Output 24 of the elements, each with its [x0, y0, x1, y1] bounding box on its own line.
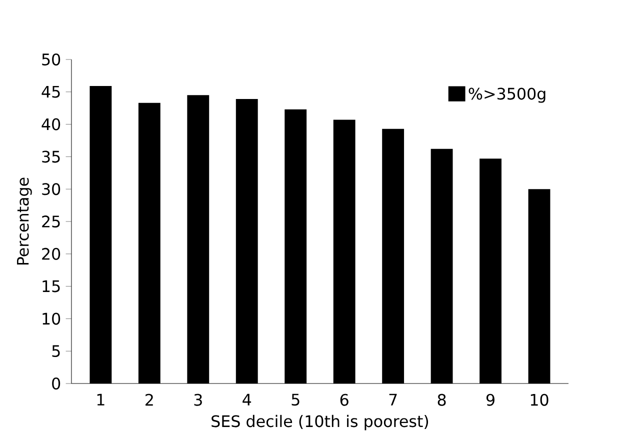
y-tick-label: 10 [42, 312, 60, 325]
y-tick-label: 20 [42, 248, 60, 260]
y-tick-label: 30 [42, 183, 60, 196]
x-tick-label: 2 [146, 394, 153, 406]
x-tick-label: 5 [292, 394, 300, 406]
x-tick-label: 6 [340, 394, 348, 406]
y-axis-title: Percentage [17, 178, 32, 265]
y-tick-label: 15 [42, 280, 60, 292]
y-tick-label: 5 [52, 345, 60, 358]
y-tick-label: 50 [42, 54, 60, 66]
x-axis-title: SES decile (10th is poorest) [212, 415, 428, 430]
x-tick-label: 8 [438, 394, 446, 406]
x-tick-label: 9 [486, 394, 494, 406]
x-tick-label: 10 [530, 394, 548, 406]
y-tick-label: 35 [42, 150, 60, 163]
x-tick-label: 4 [242, 394, 252, 406]
x-tick-label: 3 [194, 394, 202, 406]
x-tick-label: 7 [389, 394, 397, 406]
legend-label: %>3500g [468, 88, 546, 103]
y-tick-label: 40 [42, 118, 60, 130]
y-tick-label: 45 [42, 86, 60, 98]
x-tick-label: 1 [97, 394, 104, 406]
y-tick-label: 0 [52, 378, 60, 390]
y-tick-label: 25 [42, 216, 60, 228]
